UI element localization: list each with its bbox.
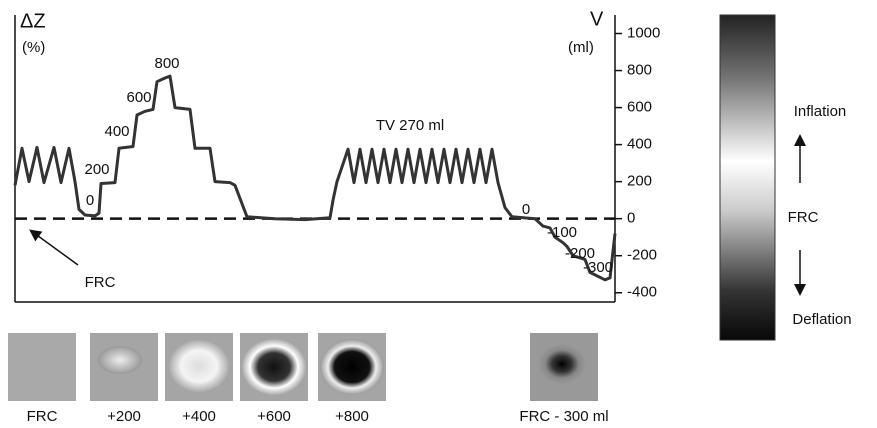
y-tick-label: 200 <box>627 173 652 190</box>
annotation: 600 <box>126 89 151 106</box>
y-tick-label: -200 <box>627 247 657 264</box>
annotation: 0 <box>522 201 530 218</box>
colorbar: Inflation FRC Deflation <box>720 15 852 340</box>
annotation: 200 <box>84 161 109 178</box>
y-label: ΔZ <box>20 10 46 32</box>
annotation: TV 270 ml <box>376 117 444 134</box>
y-tick-label: 600 <box>627 99 652 116</box>
y-unit: (%) <box>22 39 45 56</box>
thumbnail-blob <box>242 339 306 395</box>
thumbnail-blob <box>320 339 384 395</box>
thumbnail-label: +600 <box>257 408 291 425</box>
figure: ΔZ (%) V (ml) -400-200020040060080010000… <box>0 0 877 428</box>
annotation: FRC <box>85 274 116 291</box>
thumbnail-label: +800 <box>335 408 369 425</box>
y2-label: V <box>590 8 604 30</box>
y-tick-label: -400 <box>627 284 657 301</box>
colorbar-label: Deflation <box>792 311 851 328</box>
colorbar-gradient <box>720 15 775 340</box>
annotation: 400 <box>104 123 129 140</box>
plot: ΔZ (%) V (ml) -400-200020040060080010000… <box>15 8 660 302</box>
annotation: -100 <box>547 224 577 241</box>
y-tick-label: 0 <box>627 210 635 227</box>
colorbar-label: Inflation <box>794 103 847 120</box>
thumbnail-blob <box>538 344 586 384</box>
colorbar-label: FRC <box>788 209 819 226</box>
thumbnail <box>8 333 76 401</box>
annotation: 800 <box>154 55 179 72</box>
y2-unit: (ml) <box>568 39 594 56</box>
annotation: -300 <box>583 259 613 276</box>
y-tick-label: 400 <box>627 136 652 153</box>
thumbnail-blob <box>98 346 142 374</box>
thumbnail-label: +200 <box>107 408 141 425</box>
thumbnail-label: +400 <box>182 408 216 425</box>
thumbnail-label: FRC <box>27 408 58 425</box>
annotation-arrow <box>34 233 78 265</box>
y-tick-label: 1000 <box>627 24 660 41</box>
thumbnails: FRC +200 +400 +600 +800 FRC - 300 ml <box>8 333 609 425</box>
thumbnail-label: FRC - 300 ml <box>519 408 608 425</box>
y-tick-label: 800 <box>627 62 652 79</box>
annotation: 0 <box>86 192 94 209</box>
thumbnail-blob <box>169 340 229 392</box>
